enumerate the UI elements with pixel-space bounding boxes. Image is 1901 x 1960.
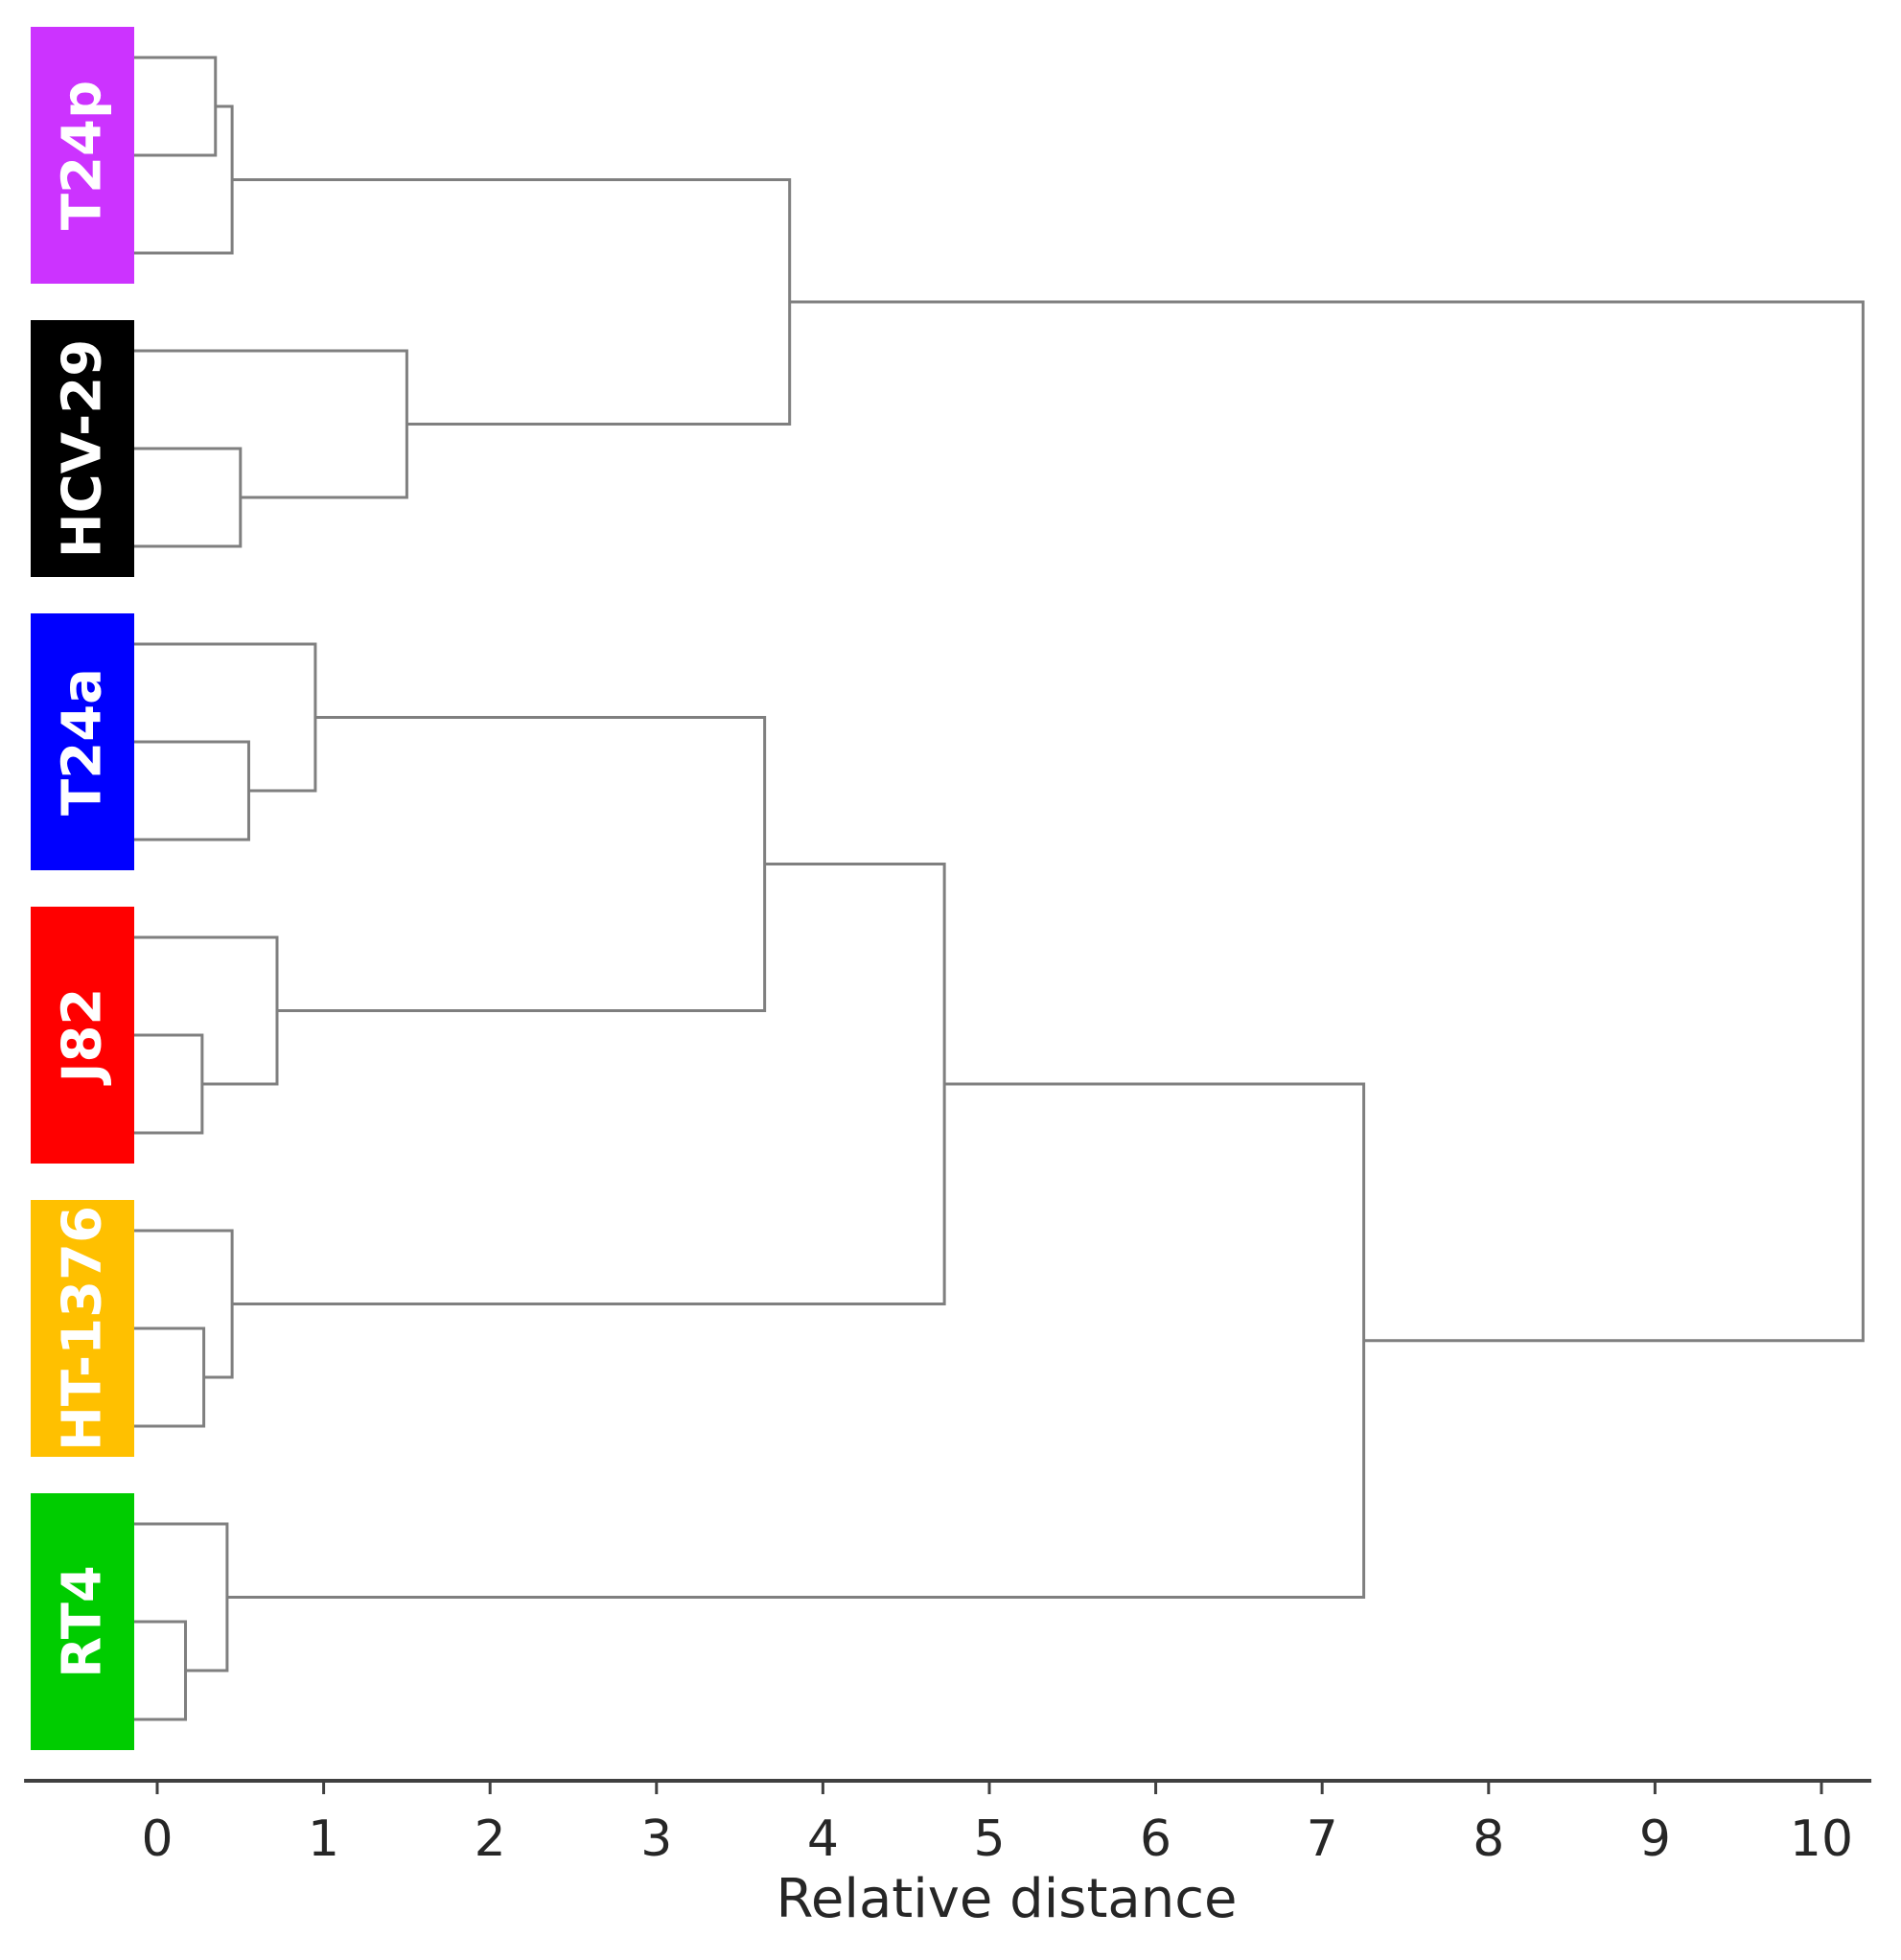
dendrogram-link-m5 [232, 178, 792, 426]
group-label-0: T24p [52, 81, 114, 230]
dendrogram-link-m11 [134, 1326, 206, 1428]
dendrogram-link-m1 [134, 56, 218, 157]
group-label-5: RT4 [52, 1565, 114, 1678]
group-labels: T24p HCV-29 T24a J82 HT-1376 RT4 [31, 27, 134, 1750]
group-box-3 [31, 907, 134, 1164]
dendrogram-link-m16 [226, 1082, 1366, 1599]
group-box-1 [31, 320, 134, 577]
x-tick-label-8: 8 [1472, 1810, 1504, 1868]
dendrogram-link-m8 [134, 1033, 204, 1135]
dendrogram-link-m6 [134, 740, 250, 842]
dendrogram-link-m2 [134, 104, 234, 255]
x-tick-label-1: 1 [308, 1810, 339, 1868]
dendrogram-link-m10 [276, 716, 767, 1012]
x-tick-label-9: 9 [1639, 1810, 1671, 1868]
x-tick-label-6: 6 [1140, 1810, 1171, 1868]
dendrogram-links [134, 56, 1865, 1721]
x-tick-label-4: 4 [807, 1810, 839, 1868]
x-tick-label-2: 2 [475, 1810, 506, 1868]
x-axis-ticks: 0 1 2 3 4 5 6 7 8 9 10 [141, 1781, 1853, 1868]
x-tick-label-7: 7 [1307, 1810, 1338, 1868]
x-tick-label-3: 3 [640, 1810, 672, 1868]
group-box-5 [31, 1493, 134, 1750]
x-tick-label-10: 10 [1790, 1810, 1853, 1868]
dendrogram-link-m17 [789, 300, 1865, 1343]
dendrogram-link-m9 [134, 935, 279, 1086]
x-axis: 0 1 2 3 4 5 6 7 8 9 10 [24, 1779, 1872, 1868]
x-axis-title: Relative distance [777, 1868, 1238, 1930]
dendrogram-link-m12 [134, 1229, 234, 1379]
dendrogram-link-m15 [134, 1522, 229, 1672]
x-tick-label-0: 0 [141, 1810, 173, 1868]
dendrogram-link-m7 [134, 642, 317, 793]
group-label-1: HCV-29 [52, 339, 114, 558]
dendrogram-link-m3 [134, 447, 243, 548]
dendrogram-link-m13 [232, 863, 946, 1305]
group-box-4 [31, 1200, 134, 1457]
group-label-3: J82 [52, 988, 114, 1087]
dendrogram-link-m4 [134, 349, 408, 499]
x-tick-label-5: 5 [973, 1810, 1005, 1868]
group-box-0 [31, 27, 134, 284]
dendrogram-link-m14 [134, 1620, 188, 1721]
group-box-2 [31, 613, 134, 870]
group-label-2: T24a [52, 668, 114, 816]
group-label-4: HT-1376 [52, 1206, 114, 1451]
